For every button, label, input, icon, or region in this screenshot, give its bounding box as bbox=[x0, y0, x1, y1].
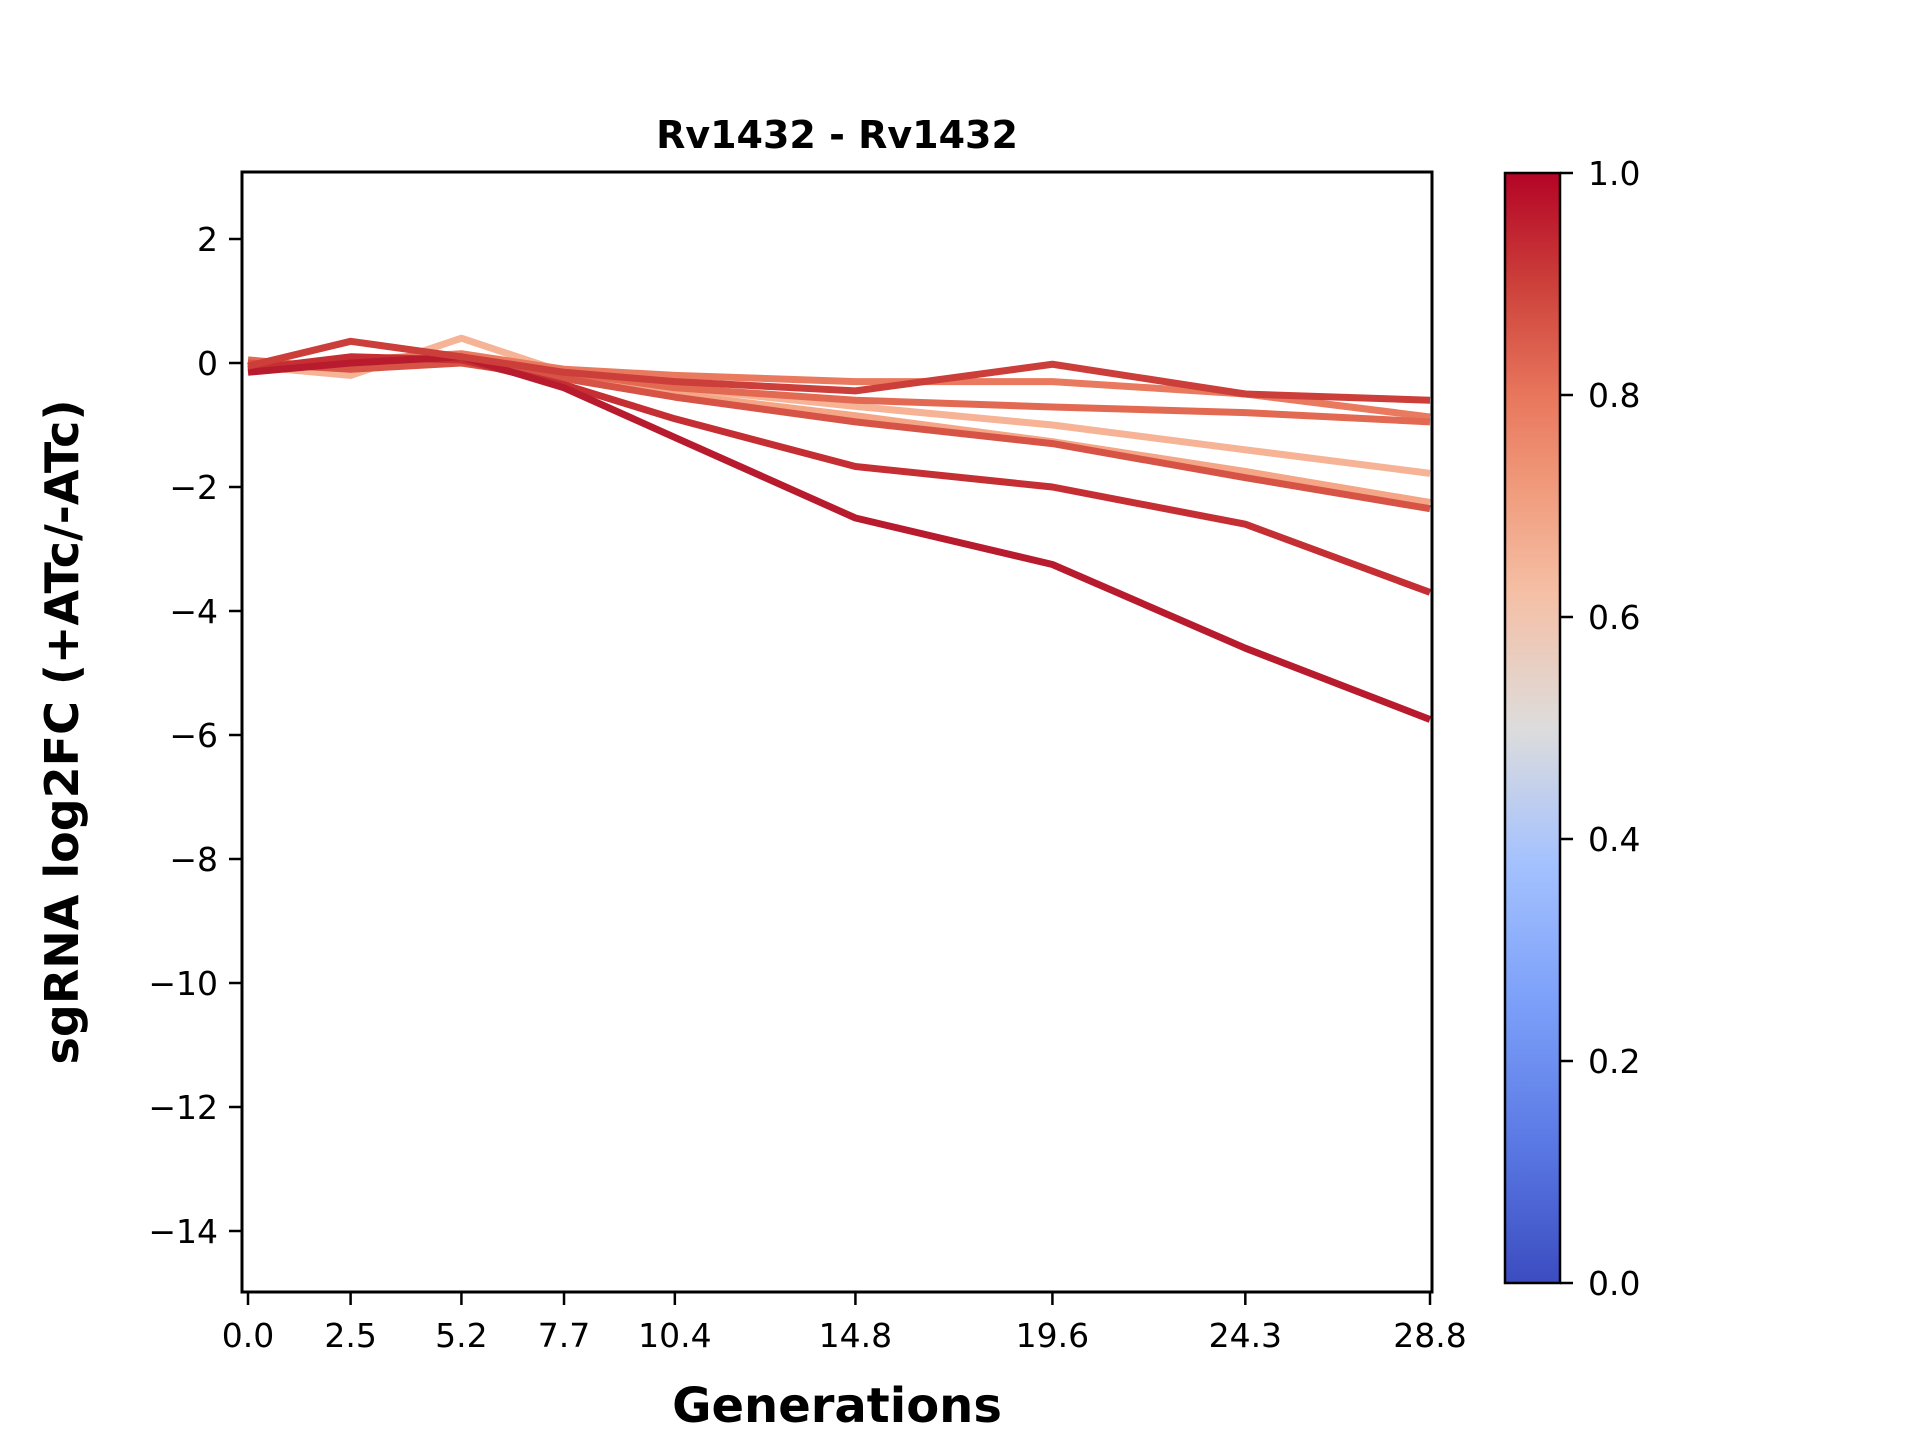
colorbar-tick-label: 0.4 bbox=[1588, 820, 1640, 859]
y-tick-label: −14 bbox=[148, 1212, 218, 1251]
y-tick-label: 0 bbox=[197, 344, 218, 383]
x-tick-label: 19.6 bbox=[1016, 1316, 1089, 1355]
x-tick-label: 28.8 bbox=[1393, 1316, 1466, 1355]
x-tick-label: 2.5 bbox=[324, 1316, 376, 1355]
sgrna-line-line-8 bbox=[247, 337, 1431, 404]
colorbar-tick-label: 0.8 bbox=[1588, 376, 1640, 415]
sgrna-line-line-7 bbox=[247, 353, 1432, 723]
x-tick-label: 7.7 bbox=[538, 1316, 590, 1355]
x-tick-label: 24.3 bbox=[1209, 1316, 1282, 1355]
y-tick-label: −4 bbox=[169, 592, 218, 631]
y-tick-label: −6 bbox=[169, 716, 218, 755]
data-lines bbox=[247, 334, 1432, 723]
colorbar-bar bbox=[1503, 171, 1562, 1285]
sgrna-line-line-5 bbox=[247, 359, 1431, 513]
y-axis-ticks: 2 0 −2 −4 −6 −8 −10 −12 −14 bbox=[148, 220, 242, 1251]
x-tick-label: 0.0 bbox=[222, 1316, 274, 1355]
x-tick-label: 10.4 bbox=[638, 1316, 711, 1355]
y-axis-label: sgRNA log2FC (+ATc/-ATc) bbox=[35, 400, 89, 1065]
y-tick-label: 2 bbox=[197, 220, 218, 259]
y-tick-label: −10 bbox=[148, 964, 218, 1003]
chart-title: Rv1432 - Rv1432 bbox=[656, 113, 1018, 157]
x-tick-label: 5.2 bbox=[435, 1316, 487, 1355]
y-tick-label: −2 bbox=[169, 468, 218, 507]
colorbar-tick-label: 0.2 bbox=[1588, 1042, 1640, 1081]
colorbar-tick-label: 0.0 bbox=[1588, 1264, 1640, 1303]
colorbar: 0.0 0.2 0.4 0.6 0.8 1.0 bbox=[1503, 154, 1640, 1303]
y-tick-label: −12 bbox=[148, 1088, 218, 1127]
colorbar-tick-label: 1.0 bbox=[1588, 154, 1640, 193]
plot-border bbox=[240, 170, 1434, 1294]
x-axis-label: Generations bbox=[672, 1378, 1002, 1434]
x-axis-ticks: 0.0 2.5 5.2 7.7 10.4 14.8 19.6 24.3 28.8 bbox=[222, 1292, 1467, 1355]
colorbar-tick-label: 0.6 bbox=[1588, 598, 1640, 637]
x-tick-label: 14.8 bbox=[819, 1316, 892, 1355]
y-tick-label: −8 bbox=[169, 840, 218, 879]
colorbar-ticks: 0.0 0.2 0.4 0.6 0.8 1.0 bbox=[1560, 154, 1640, 1303]
